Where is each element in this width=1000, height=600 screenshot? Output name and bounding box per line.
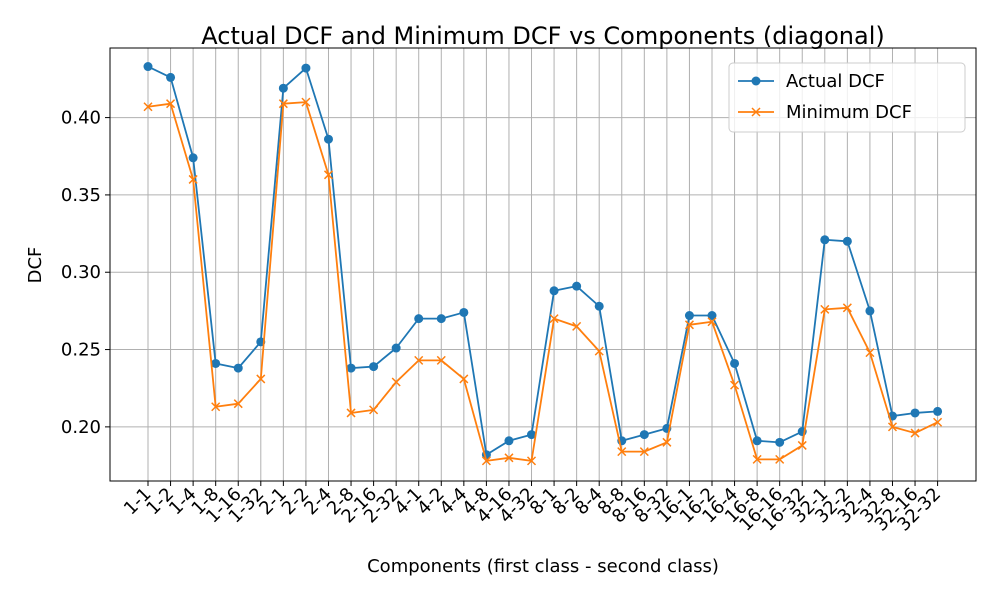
data-point: [820, 235, 830, 245]
chart-title: Actual DCF and Minimum DCF vs Components…: [201, 22, 884, 50]
data-point: [369, 362, 379, 372]
data-point: [842, 236, 852, 246]
data-point: [188, 153, 198, 163]
data-point: [910, 428, 920, 438]
data-point: [526, 456, 537, 466]
data-point: [820, 304, 830, 314]
data-point: [662, 437, 672, 447]
data-point: [391, 343, 401, 353]
data-point: [572, 321, 582, 331]
data-point: [684, 320, 694, 330]
data-point: [775, 454, 785, 464]
data-point: [459, 374, 469, 384]
data-point: [459, 307, 469, 317]
data-point: [775, 437, 785, 447]
data-point: [481, 456, 491, 466]
y-tick-label: 0.35: [61, 185, 101, 206]
data-point: [346, 408, 356, 418]
data-point: [549, 286, 559, 296]
data-point: [391, 377, 401, 387]
data-point: [594, 301, 604, 311]
data-point: [730, 380, 740, 390]
data-point: [933, 417, 943, 427]
data-point: [166, 72, 176, 82]
data-point: [143, 62, 153, 72]
data-point: [594, 346, 604, 356]
data-point: [842, 303, 852, 313]
data-point: [504, 436, 514, 446]
data-point: [346, 363, 356, 373]
data-point: [233, 363, 243, 373]
legend: Actual DCF Minimum DCF: [728, 62, 966, 133]
data-point: [188, 174, 198, 184]
data-point: [414, 355, 424, 365]
legend-label: Minimum DCF: [786, 102, 912, 123]
data-point: [549, 314, 559, 324]
data-point: [572, 281, 582, 291]
data-point: [797, 440, 807, 450]
legend-label: Actual DCF: [786, 71, 885, 92]
data-point: [527, 430, 537, 440]
data-point: [301, 97, 311, 107]
series-line: [147, 101, 938, 462]
data-point: [211, 358, 221, 368]
data-point: [639, 447, 649, 457]
series-actual-dcf: [143, 62, 943, 460]
data-point: [256, 374, 266, 384]
data-point: [910, 408, 920, 418]
data-point: [323, 170, 334, 180]
data-point: [504, 453, 514, 463]
series-line: [147, 65, 938, 456]
data-point: [865, 306, 875, 316]
y-tick-label: 0.40: [61, 108, 101, 129]
data-point: [752, 436, 762, 446]
data-point: [752, 454, 762, 464]
data-point: [323, 134, 333, 144]
data-point: [639, 430, 649, 440]
data-point: [233, 399, 243, 409]
data-point: [436, 355, 446, 365]
y-axis-label: DCF: [25, 247, 46, 284]
plot-frame: [109, 47, 977, 482]
series-minimum-dcf: [143, 97, 943, 466]
data-point: [887, 422, 898, 432]
data-point: [278, 99, 288, 109]
data-point: [684, 311, 694, 321]
legend-marker: [751, 107, 761, 117]
data-point: [143, 102, 153, 112]
data-point: [707, 317, 717, 327]
data-point: [414, 314, 424, 324]
data-point: [166, 99, 176, 109]
data-point: [865, 348, 875, 358]
legend-box: [728, 62, 966, 133]
legend-marker: [751, 76, 761, 86]
data-point: [933, 406, 943, 416]
data-point: [211, 402, 221, 412]
x-axis-label: Components (first class - second class): [367, 556, 719, 577]
data-point: [730, 358, 740, 368]
y-tick-label: 0.25: [61, 340, 101, 361]
y-tick-label: 0.30: [61, 262, 101, 283]
data-point: [301, 63, 311, 73]
data-point: [278, 83, 288, 93]
y-tick-label: 0.20: [61, 417, 101, 438]
data-point: [436, 314, 446, 324]
data-point: [369, 405, 379, 415]
data-point: [617, 447, 627, 457]
data-point: [707, 311, 717, 321]
